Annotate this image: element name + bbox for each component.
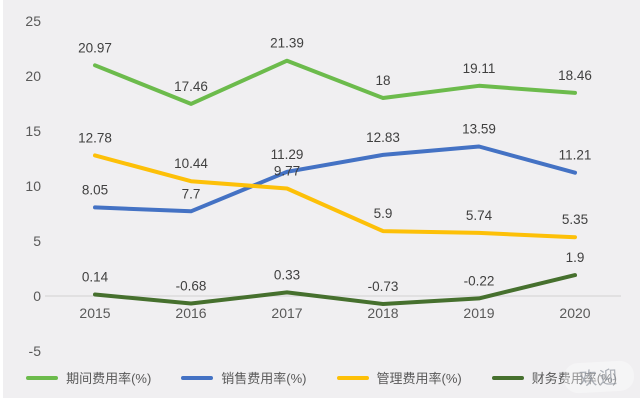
data-label: 20.97: [78, 40, 112, 55]
data-label: 19.11: [463, 61, 496, 76]
period-expense-line: [93, 58, 577, 106]
sales-expense-swatch-icon: [181, 375, 214, 380]
data-label: 9.77: [274, 164, 300, 179]
data-label: 0.33: [274, 267, 300, 282]
data-label: 12.83: [366, 130, 400, 145]
legend-label-sales-expense: 销售费用率(%): [221, 371, 307, 386]
x-tick-label: 2019: [463, 305, 494, 321]
data-label: 17.46: [174, 79, 208, 94]
finance-expense-line: [93, 273, 577, 306]
data-label: 8.05: [82, 182, 108, 197]
data-label: 7.7: [182, 186, 201, 201]
legend-label-period-expense: 期间费用率(%): [66, 371, 152, 386]
y-tick-label: 25: [25, 13, 41, 29]
x-axis-tick-labels: 2015 2016 2017 2018 2019 2020: [79, 305, 590, 321]
x-tick-label: 2017: [271, 305, 302, 321]
legend-item-finance-expense: 财务费用率(%): [491, 368, 617, 387]
y-tick-label: 15: [25, 123, 41, 139]
data-label: 5.35: [562, 212, 588, 227]
series-lines: [93, 58, 577, 306]
data-label: -0.73: [368, 279, 399, 294]
x-tick-label: 2015: [79, 305, 110, 321]
data-label: -0.68: [176, 278, 207, 293]
data-label: 11.29: [271, 147, 304, 162]
finance-expense-swatch-icon: [491, 375, 524, 380]
legend-label-admin-expense: 管理费用率(%): [376, 371, 462, 386]
data-label: 21.39: [270, 36, 304, 51]
data-label: 18.46: [558, 68, 592, 83]
y-tick-label: -5: [29, 343, 42, 359]
x-tick-label: 2018: [367, 305, 398, 321]
data-label: 12.78: [78, 130, 112, 145]
data-label: 5.9: [374, 206, 393, 221]
data-label: -0.22: [464, 273, 495, 288]
data-label: 11.21: [559, 148, 592, 163]
x-tick-label: 2016: [175, 305, 206, 321]
legend-item-sales-expense: 销售费用率(%): [181, 368, 307, 387]
data-label: 18: [375, 73, 390, 88]
legend-item-admin-expense: 管理费用率(%): [336, 368, 462, 387]
x-tick-label: 2020: [559, 305, 590, 321]
admin-expense-line: [93, 153, 577, 240]
legend-label-finance-expense: 财务费用率(%): [531, 371, 617, 386]
y-tick-label: 20: [25, 68, 41, 84]
chart-legend: 期间费用率(%) 销售费用率(%) 管理费用率(%) 财务费用率(%): [3, 368, 640, 387]
data-label: 13.59: [462, 122, 496, 137]
admin-expense-swatch-icon: [336, 375, 369, 380]
legend-item-period-expense: 期间费用率(%): [26, 368, 151, 387]
y-tick-label: 5: [33, 233, 41, 249]
data-point-labels: 20.97 17.46 21.39 18 19.11 18.46 8.05 7.7 11.29 1…: [78, 36, 592, 294]
y-tick-label: 0: [33, 288, 41, 304]
expense-ratio-chart: 25 20 15 10 5 0 -5 2015 2016 2017 2018 2019 2020 20…: [3, 0, 640, 398]
data-label: 0.14: [82, 269, 109, 284]
y-axis-tick-labels: 25 20 15 10 5 0 -5: [25, 13, 41, 359]
data-label: 5.74: [466, 208, 493, 223]
data-label: 1.9: [566, 250, 585, 265]
data-label: 10.44: [174, 156, 208, 171]
sales-expense-line: [93, 144, 577, 214]
period-expense-swatch-icon: [26, 375, 59, 380]
y-tick-label: 10: [25, 178, 41, 194]
